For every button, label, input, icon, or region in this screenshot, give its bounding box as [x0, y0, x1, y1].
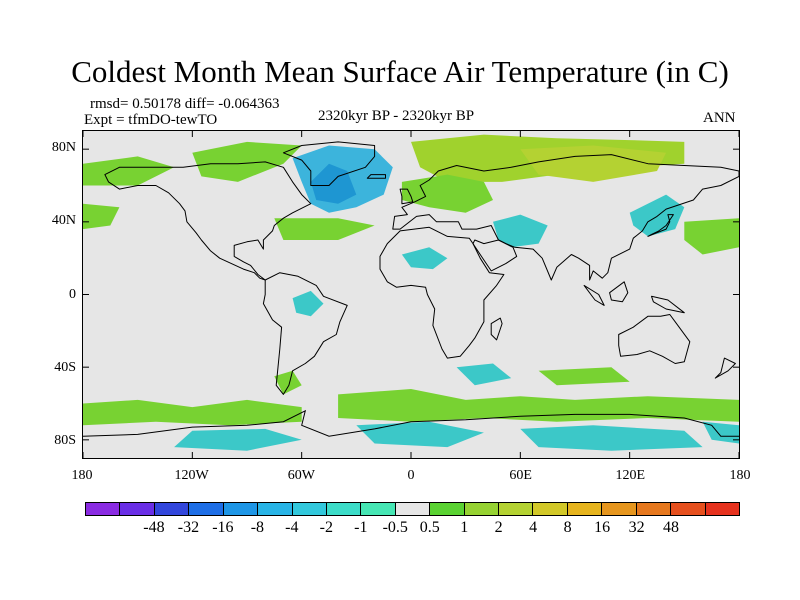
colorbar-swatch [567, 503, 603, 515]
anomaly-siberia-warm [520, 145, 667, 182]
colorbar-swatch [533, 503, 568, 515]
coastline-madagascar [490, 317, 503, 341]
anomaly-sahara-cold [401, 247, 448, 270]
colorbar-swatch [326, 503, 362, 515]
lon-label: 180 [729, 468, 751, 483]
colorbar-label: -2 [319, 519, 333, 536]
anomaly-atlantic-warm-band [274, 218, 375, 240]
lon-label: 120E [615, 468, 646, 483]
coastline-new-guinea [651, 295, 685, 314]
anomaly-amazon-cold [292, 290, 324, 317]
coastline-sumatra [583, 284, 605, 306]
anomaly-pacific-warm [684, 218, 739, 255]
lon-label: 180 [71, 468, 93, 483]
colorbar-swatch [154, 503, 190, 515]
colorbar-label: 32 [628, 519, 645, 536]
anomaly-europe-warm [401, 174, 493, 213]
period-text: 2320kyr BP - 2320kyr BP [318, 108, 475, 124]
anomaly-central-asia-cold [493, 214, 548, 248]
coastline-north-america [104, 161, 312, 281]
coastline-africa [379, 226, 505, 359]
colorbar-label: -8 [250, 519, 265, 536]
page-title: Coldest Month Mean Surface Air Temperatu… [71, 54, 729, 89]
colorbar-swatch [499, 503, 534, 515]
colorbar-label: 48 [663, 519, 680, 536]
lat-label: 80S [54, 432, 76, 448]
colorbar-swatch [464, 503, 500, 515]
anomaly-south-indian-warm [538, 367, 630, 386]
coastline-new-zealand [714, 357, 736, 379]
anomaly-southern-ocean-cold-2 [356, 421, 484, 448]
map-canvas [83, 131, 739, 458]
colorbar-label: 2 [494, 519, 503, 536]
colorbar-swatch [705, 503, 740, 515]
anomaly-southern-ocean-warm-1 [83, 399, 302, 426]
experiment-text: Expt = tfmDO-tewTO [84, 112, 218, 128]
anomaly-indian-ocean-cold [456, 363, 512, 386]
anomaly-southern-ocean-warm-2 [338, 389, 739, 422]
lat-label: 80N [51, 140, 76, 156]
colorbar-label: -1 [354, 519, 368, 536]
map-panel [82, 130, 740, 459]
coastline-greenland [282, 141, 376, 186]
lon-label: 120W [174, 468, 209, 483]
colorbar-label: 4 [529, 519, 538, 536]
colorbar-label: 16 [594, 519, 611, 536]
coastline-arabia [472, 239, 518, 272]
anomaly-southern-ocean-cold-1 [174, 428, 302, 451]
coastline-eurasia [392, 154, 739, 281]
coastline-japan [647, 214, 674, 237]
colorbar-swatch [395, 503, 431, 515]
colorbar-label: -32 [177, 519, 200, 536]
colorbar-swatch [189, 503, 224, 515]
colorbar-swatch [430, 503, 465, 515]
anomaly-alaska-warm [83, 156, 175, 186]
colorbar-swatch [292, 503, 327, 515]
colorbar-swatch [361, 503, 396, 515]
colorbar-swatch [223, 503, 259, 515]
colorbar-swatch [636, 503, 672, 515]
colorbar-label: -0.5 [382, 519, 408, 536]
lat-label: 40N [51, 213, 76, 229]
coastline-south-america [262, 272, 348, 395]
anomaly-ross-cold [702, 421, 739, 444]
anomaly-patagonia-warm [274, 370, 302, 395]
anomaly-canada-warm [192, 141, 302, 182]
colorbar [85, 502, 740, 516]
colorbar-swatch [671, 503, 706, 515]
colorbar-label: -48 [143, 519, 165, 536]
anomaly-north-pacific-warm [83, 203, 120, 230]
colorbar-label: -4 [285, 519, 299, 536]
colorbar-swatch [602, 503, 637, 515]
lon-label: 60W [287, 468, 315, 483]
coastline-borneo [609, 281, 629, 303]
colorbar-swatch [120, 503, 155, 515]
coastline-australia [618, 314, 691, 364]
season-text: ANN [703, 110, 736, 126]
lat-label: 40S [54, 359, 76, 375]
lon-label: 60E [509, 468, 532, 483]
colorbar-swatch [258, 503, 293, 515]
coastline-antarctica [83, 409, 739, 437]
anomaly-antarctica-cold [520, 425, 703, 451]
lat-label: 0 [69, 286, 76, 302]
anomaly-east-asia-cold [629, 194, 685, 237]
lon-label: 0 [407, 468, 415, 483]
colorbar-swatch [86, 503, 121, 515]
rmsd-diff-text: rmsd= 0.50178 diff= -0.064363 [90, 96, 280, 112]
coastline-iceland [366, 174, 386, 179]
colorbar-label: 1 [460, 519, 469, 536]
colorbar-label: -16 [212, 519, 234, 536]
coastline-britain [399, 188, 414, 205]
colorbar-label: 8 [563, 519, 572, 536]
colorbar-label: 0.5 [419, 519, 440, 536]
